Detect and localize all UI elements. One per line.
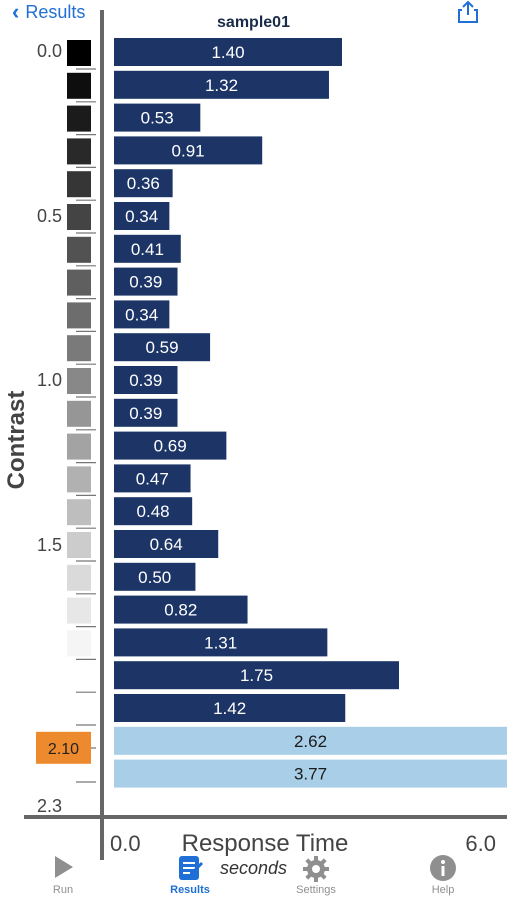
bar-value-label: 0.39: [129, 273, 162, 292]
x-tick-label: 6.0: [465, 831, 496, 856]
contrast-swatch: [67, 138, 91, 165]
bar: [114, 70, 329, 99]
contrast-swatch: [67, 105, 91, 132]
y-axis-title: Contrast: [3, 391, 30, 490]
bar-value-label: 0.39: [129, 404, 162, 423]
bar-value-label: 0.41: [131, 240, 164, 259]
back-button[interactable]: ‹ Results: [12, 0, 85, 24]
bar: [114, 497, 193, 526]
contrast-swatch: [67, 466, 91, 493]
tab-run-label: Run: [52, 884, 74, 896]
bar-value-label: 0.53: [141, 109, 174, 128]
bar: [114, 595, 248, 624]
share-icon[interactable]: [455, 0, 481, 24]
tab-results-label: Results: [170, 884, 210, 896]
bar: [114, 431, 227, 460]
bar-value-label: 0.50: [138, 568, 171, 587]
y-tick-label: 1.5: [37, 535, 62, 555]
threshold-box: [36, 731, 91, 764]
contrast-swatch: [67, 564, 91, 591]
x-tick-label: 0.0: [110, 831, 141, 856]
bar: [114, 464, 191, 493]
bar-value-label: 0.47: [136, 469, 169, 488]
bar: [114, 562, 196, 591]
contrast-swatch: [67, 236, 91, 263]
bar-value-label: 0.36: [127, 174, 160, 193]
bar-value-label: 0.91: [172, 141, 205, 160]
tab-run[interactable]: Run: [18, 844, 108, 900]
tab-results[interactable]: Results: [145, 844, 235, 900]
bar-value-label: 3.77: [294, 765, 327, 784]
chevron-left-icon: ‹: [12, 0, 20, 24]
bar-value-label: 1.32: [205, 76, 238, 95]
contrast-swatch: [67, 532, 91, 558]
contrast-swatch: [67, 40, 91, 66]
threshold-label: 2.10: [48, 741, 79, 758]
bar-value-label: 0.69: [154, 437, 187, 456]
bar: [114, 169, 173, 198]
contrast-swatch: [67, 499, 91, 526]
results-icon: [179, 856, 204, 880]
bar: [114, 234, 181, 263]
bar-value-label: 0.48: [137, 502, 170, 521]
y-tick-label: 0.0: [37, 41, 62, 61]
bar: [114, 694, 346, 722]
x-axis-title: Response Time: [182, 830, 349, 857]
contrast-swatch: [67, 696, 91, 722]
bar-value-label: 0.39: [129, 371, 162, 390]
bar-value-label: 1.75: [240, 666, 273, 685]
gear-icon: [303, 856, 329, 882]
bar-value-label: 0.64: [150, 535, 183, 554]
tab-settings-label: Settings: [296, 884, 336, 896]
bar-value-label: 0.82: [164, 601, 197, 620]
contrast-swatch: [67, 335, 91, 362]
tab-help-label: Help: [431, 884, 455, 896]
bar-value-label: 1.31: [204, 633, 237, 652]
bar-value-label: 0.59: [145, 338, 178, 357]
contrast-swatch: [67, 171, 91, 198]
contrast-swatch: [67, 433, 91, 460]
contrast-swatch: [67, 368, 91, 394]
bar: [114, 530, 219, 558]
bar: [114, 103, 201, 132]
contrast-swatch: [67, 72, 91, 99]
bar: [114, 726, 507, 755]
bar: [114, 38, 342, 66]
tab-settings[interactable]: Settings: [271, 844, 361, 900]
info-icon: [430, 855, 456, 881]
contrast-swatch: [67, 204, 91, 230]
contrast-swatch: [67, 302, 91, 329]
bar: [114, 300, 170, 329]
bar-value-label: 1.40: [211, 43, 244, 62]
chart-title: sample01: [217, 14, 290, 31]
bar: [114, 136, 263, 165]
bar: [114, 759, 507, 788]
bar: [114, 333, 211, 362]
bar: [114, 628, 328, 657]
back-label: Results: [25, 1, 86, 22]
bar-value-label: 0.34: [125, 305, 158, 324]
play-icon: [55, 856, 73, 878]
bar: [114, 398, 178, 427]
bar-value-label: 2.62: [294, 732, 327, 751]
bar-value-label: 1.42: [213, 699, 246, 718]
bar: [114, 202, 170, 230]
tab-bar: Run Results Settings: [0, 844, 507, 900]
contrast-swatch: [67, 269, 91, 296]
tab-help[interactable]: Help: [398, 844, 488, 900]
contrast-swatch: [67, 400, 91, 427]
x-axis-units: seconds: [219, 858, 288, 878]
y-tick-label: 0.5: [37, 206, 62, 226]
contrast-swatch: [67, 663, 91, 690]
bar: [114, 366, 178, 394]
y-tick-label: 1.0: [37, 370, 62, 390]
contrast-swatch: [67, 630, 91, 657]
bar: [114, 661, 399, 690]
contrast-swatch: [67, 597, 91, 624]
y-tick-label: 2.3: [37, 796, 62, 816]
bar-value-label: 0.34: [125, 207, 158, 226]
bar: [114, 267, 178, 296]
